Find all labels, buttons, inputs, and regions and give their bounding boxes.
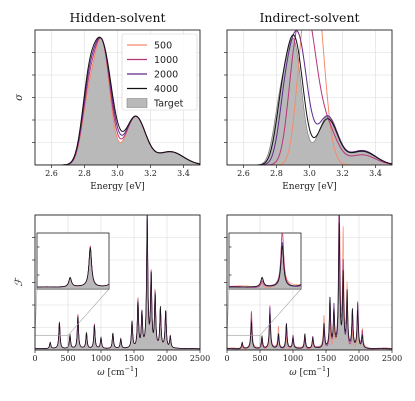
series-line-4000 bbox=[35, 215, 200, 350]
x-tick-label: 3.0 bbox=[303, 169, 316, 178]
x-tick-label: 3.4 bbox=[177, 169, 190, 178]
legend-target-swatch bbox=[126, 98, 148, 108]
plot-area bbox=[227, 215, 392, 350]
inset-connector bbox=[259, 288, 302, 336]
inset-frame bbox=[36, 232, 110, 290]
chart-title: Hidden-solvent bbox=[69, 10, 165, 25]
legend-box bbox=[121, 33, 198, 111]
x-axis-label: ω [cm−1] bbox=[289, 365, 329, 378]
legend: 500 1000 2000 4000 Target bbox=[121, 33, 198, 111]
legend-label-1000: 1000 bbox=[154, 55, 178, 66]
x-tick-label: 2500 bbox=[190, 354, 210, 363]
x-tick-label: 0 bbox=[32, 354, 37, 363]
chart-title: Indirect-solvent bbox=[259, 10, 359, 25]
x-tick-label: 1000 bbox=[283, 354, 303, 363]
series-line-4000 bbox=[227, 222, 392, 350]
x-tick-label: 3.4 bbox=[369, 169, 382, 178]
x-tick-label: 2.8 bbox=[270, 169, 283, 178]
x-tick-label: 500 bbox=[60, 354, 75, 363]
x-tick-label: 2500 bbox=[382, 354, 402, 363]
x-axis-label: Energy [eV] bbox=[90, 182, 145, 192]
x-tick-label: 2.6 bbox=[45, 169, 58, 178]
panel-1: 2.6 2.8 3.0 3.2 3.4 Hidden-solvent Energy [eV]… bbox=[14, 10, 201, 192]
y-axis-label: σ bbox=[14, 93, 25, 101]
series-line-1000 bbox=[227, 30, 392, 165]
series-line-2000 bbox=[227, 30, 392, 165]
inset-plot bbox=[228, 232, 302, 290]
inset-area bbox=[229, 233, 301, 289]
legend-label-target: Target bbox=[153, 99, 184, 110]
legend-label-4000: 4000 bbox=[154, 84, 178, 95]
y-axis-label: ℱ bbox=[14, 276, 25, 286]
x-tick-label: 1000 bbox=[91, 354, 111, 363]
x-tick-label: 2.6 bbox=[237, 169, 250, 178]
x-tick-label: 0 bbox=[224, 354, 229, 363]
panel-2: 2.6 2.8 3.0 3.2 3.4 Indirect-solvent Energy [e… bbox=[224, 10, 393, 192]
inset-plot bbox=[36, 232, 110, 290]
panel-4: 0 500 1000 1500 2000 2500 ω [cm−1] bbox=[224, 214, 402, 378]
inset-area bbox=[37, 245, 109, 289]
x-tick-label: 2.8 bbox=[78, 169, 91, 178]
inset-series-line-500 bbox=[229, 233, 301, 288]
x-tick-label: 3.2 bbox=[336, 169, 349, 178]
x-tick-label: 2000 bbox=[157, 354, 177, 363]
x-tick-label: 2000 bbox=[349, 354, 369, 363]
legend-label-2000: 2000 bbox=[154, 70, 178, 81]
series-line-1000 bbox=[227, 215, 392, 350]
x-tick-label: 3.0 bbox=[111, 169, 124, 178]
x-tick-label: 500 bbox=[252, 354, 267, 363]
x-tick-label: 3.2 bbox=[144, 169, 157, 178]
x-axis-label: ω [cm−1] bbox=[97, 365, 137, 378]
x-axis-label: Energy [eV] bbox=[282, 182, 337, 192]
x-tick-label: 1500 bbox=[124, 354, 144, 363]
panel-3: 0 500 1000 1500 2000 2500 ω [cm−1] ℱ bbox=[14, 214, 210, 378]
inset-series-line-4000 bbox=[229, 245, 301, 288]
series-line-500 bbox=[227, 215, 392, 350]
x-tick-label: 1500 bbox=[316, 354, 336, 363]
legend-label-500: 500 bbox=[154, 41, 172, 52]
inset-connector bbox=[67, 288, 110, 336]
inset-series-line-1000 bbox=[229, 233, 301, 288]
inset-frame bbox=[228, 232, 302, 290]
plot-area bbox=[35, 215, 200, 350]
inset-series-line-4000 bbox=[37, 247, 109, 288]
